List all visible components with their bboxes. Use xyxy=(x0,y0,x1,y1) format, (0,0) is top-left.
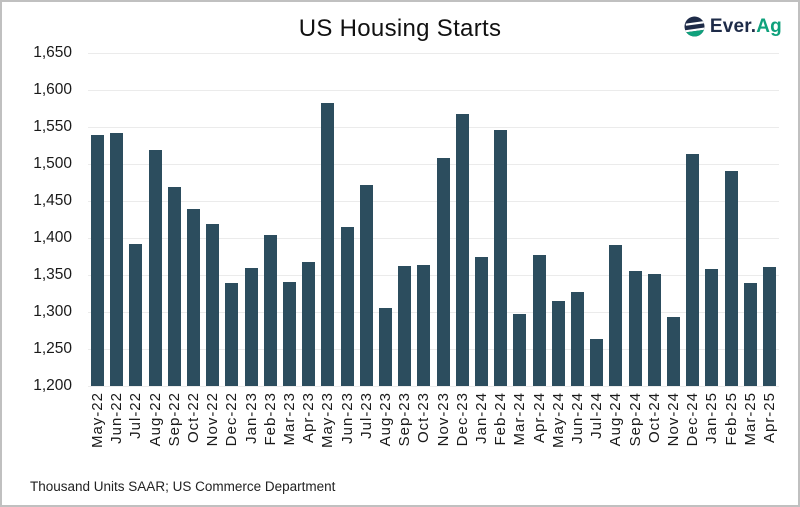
bar-Dec-24 xyxy=(686,154,700,386)
x-axis-tick-label: May-24 xyxy=(549,392,567,449)
x-axis-tick-label: Aug-24 xyxy=(607,392,625,447)
x-axis-tick-label: Nov-23 xyxy=(434,392,452,447)
y-gridline xyxy=(88,275,779,276)
y-gridline xyxy=(88,238,779,239)
y-axis-tick-label: 1,500 xyxy=(33,155,72,172)
x-axis-tick-label: Jan-23 xyxy=(242,392,260,444)
y-gridline xyxy=(88,386,779,387)
y-gridline xyxy=(88,349,779,350)
bar-Jul-24 xyxy=(590,338,604,386)
bar-Mar-24 xyxy=(513,314,527,386)
bar-Apr-25 xyxy=(762,266,776,386)
bar-Mar-25 xyxy=(743,283,757,386)
bar-Oct-23 xyxy=(417,264,431,386)
x-axis-tick-label: Jan-25 xyxy=(703,392,721,444)
bar-May-23 xyxy=(321,102,335,386)
y-gridline xyxy=(88,90,779,91)
x-axis-tick-label: Sep-24 xyxy=(626,392,644,447)
y-axis-tick-label: 1,550 xyxy=(33,118,72,135)
bar-Jul-23 xyxy=(359,184,373,386)
y-gridline xyxy=(88,164,779,165)
y-axis-tick-label: 1,350 xyxy=(33,266,72,283)
x-axis-tick-label: Aug-22 xyxy=(146,392,164,447)
x-axis-tick-label: May-23 xyxy=(319,392,337,449)
x-axis-tick-label: Oct-22 xyxy=(185,392,203,444)
y-gridline xyxy=(88,312,779,313)
bar-Dec-23 xyxy=(455,114,469,386)
bar-Jun-24 xyxy=(570,292,584,386)
bar-Nov-22 xyxy=(206,223,220,386)
bar-May-24 xyxy=(551,300,565,386)
x-axis-tick-label: Jun-24 xyxy=(568,392,586,444)
bar-Aug-24 xyxy=(609,245,623,386)
bar-Nov-23 xyxy=(436,158,450,386)
bar-Jan-23 xyxy=(244,267,258,386)
x-axis-tick-label: Sep-23 xyxy=(396,392,414,447)
x-axis-tick-label: Jul-24 xyxy=(588,392,606,439)
bar-Oct-24 xyxy=(647,274,661,386)
x-axis-tick-label: Aug-23 xyxy=(377,392,394,447)
x-axis-tick-label: Apr-24 xyxy=(530,392,548,444)
y-gridline xyxy=(88,53,779,54)
ever-ag-globe-icon xyxy=(682,14,707,39)
x-axis-tick-label: Dec-22 xyxy=(223,392,241,447)
x-axis-tick-label: Nov-22 xyxy=(204,392,222,447)
x-axis-tick-label: Apr-25 xyxy=(760,392,778,444)
y-axis-tick-label: 1,250 xyxy=(33,340,72,357)
y-gridline xyxy=(88,201,779,202)
bar-Mar-23 xyxy=(283,281,297,386)
x-axis-tick-label: Dec-24 xyxy=(684,392,702,447)
chart-title: US Housing Starts xyxy=(298,15,502,42)
bar-Aug-22 xyxy=(148,149,162,386)
bar-Jan-24 xyxy=(474,256,488,386)
bar-Apr-24 xyxy=(532,255,546,386)
y-axis-tick-label: 1,400 xyxy=(33,229,72,246)
bar-Jul-22 xyxy=(129,243,143,386)
x-axis-tick-label: Oct-24 xyxy=(645,392,663,444)
bar-Jun-22 xyxy=(110,132,124,386)
bar-May-22 xyxy=(91,135,105,386)
bar-Feb-25 xyxy=(724,171,738,386)
x-axis-tick-label: Jun-22 xyxy=(108,392,126,444)
y-axis-tick-label: 1,600 xyxy=(33,81,72,98)
bar-Aug-23 xyxy=(379,308,392,386)
x-axis-tick-label: Sep-22 xyxy=(165,392,183,447)
x-axis-tick-label: Mar-24 xyxy=(511,392,529,446)
y-axis-tick-label: 1,450 xyxy=(33,192,72,209)
bar-Oct-22 xyxy=(187,209,201,386)
bar-Sep-23 xyxy=(398,266,412,386)
x-axis-tick-label: Mar-25 xyxy=(741,392,759,446)
ever-ag-logo: Ever.Ag xyxy=(682,14,782,39)
x-axis-tick-label: Dec-23 xyxy=(453,392,471,447)
x-axis-tick-label: May-22 xyxy=(89,392,107,449)
bar-Jan-25 xyxy=(705,269,719,386)
x-axis-tick-label: Jul-23 xyxy=(357,392,375,439)
ever-ag-wordmark: Ever.Ag xyxy=(709,15,782,37)
x-axis-tick-label: Feb-25 xyxy=(722,392,740,446)
x-axis-tick-label: Apr-23 xyxy=(300,392,318,444)
x-axis-tick-label: Feb-24 xyxy=(492,392,510,446)
bar-Apr-23 xyxy=(302,262,316,386)
x-axis-tick-label: Mar-23 xyxy=(281,392,299,446)
y-gridline xyxy=(88,127,779,128)
x-axis-tick-label: Jun-23 xyxy=(338,392,356,444)
x-axis-tick-label: Nov-24 xyxy=(664,392,682,447)
x-axis-tick-label: Jan-24 xyxy=(472,392,490,444)
source-footnote: Thousand Units SAAR; US Commerce Departm… xyxy=(30,479,336,494)
x-axis-tick-label: Feb-23 xyxy=(261,392,279,446)
bar-Nov-24 xyxy=(666,317,680,386)
bar-Sep-24 xyxy=(628,270,642,386)
y-axis-tick-label: 1,300 xyxy=(33,303,72,320)
x-axis-tick-label: Oct-23 xyxy=(415,392,433,444)
bar-Feb-23 xyxy=(263,235,277,386)
x-axis-tick-label: Jul-22 xyxy=(127,392,145,439)
bar-Feb-24 xyxy=(494,129,508,386)
y-axis-tick-label: 1,200 xyxy=(33,377,72,394)
bar-Sep-22 xyxy=(167,186,181,386)
y-axis-tick-label: 1,650 xyxy=(33,44,72,61)
bar-Dec-22 xyxy=(225,283,239,386)
bar-Jun-23 xyxy=(340,226,354,386)
